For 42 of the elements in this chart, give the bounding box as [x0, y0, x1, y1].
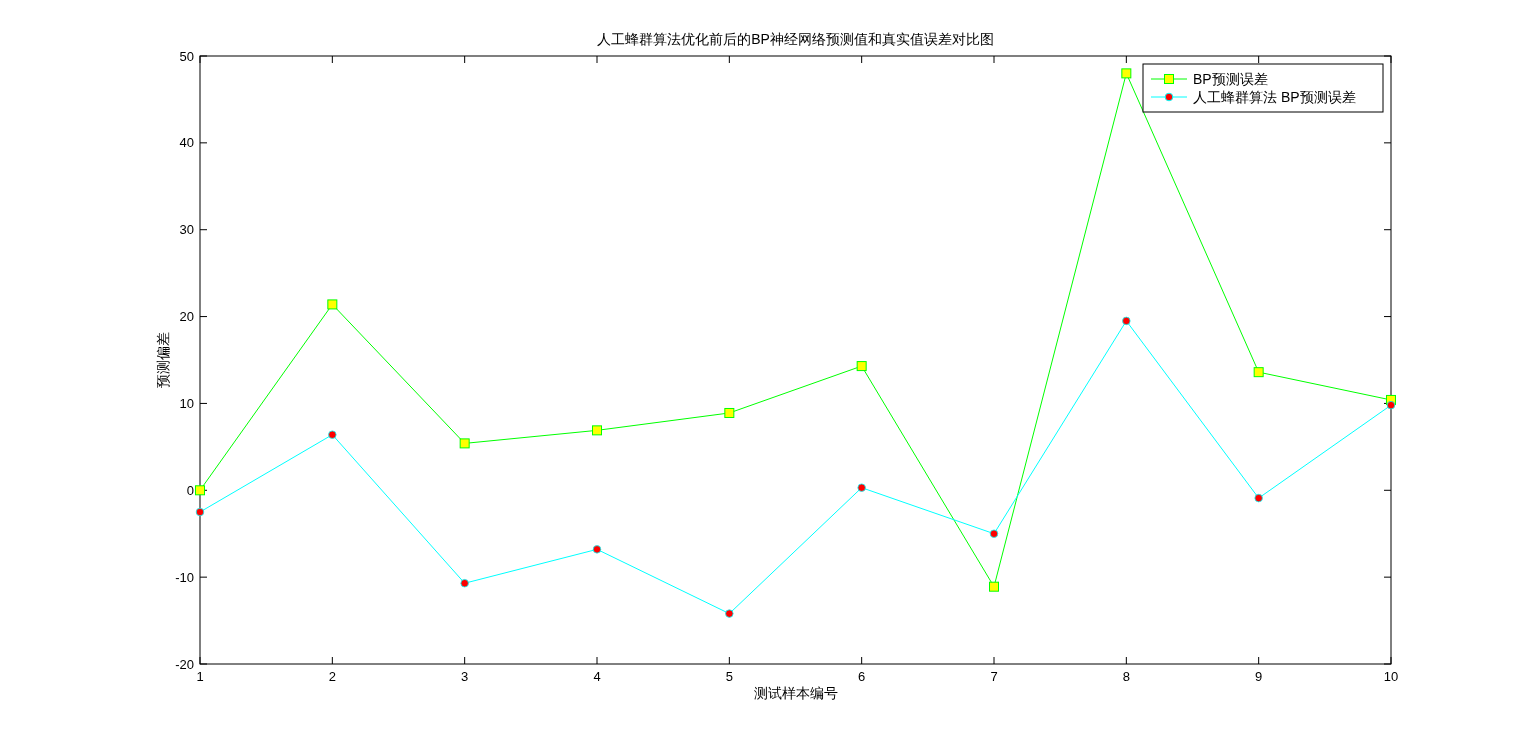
x-tick-label: 6: [858, 669, 866, 684]
point: [1121, 68, 1132, 79]
y-tick-label: -20: [175, 656, 194, 672]
point: [328, 430, 337, 439]
point: [592, 425, 602, 436]
point: [1386, 400, 1396, 410]
x-tick-label: 7: [990, 669, 998, 684]
x-tick-label: 5: [725, 669, 733, 684]
point: [1254, 493, 1263, 503]
point: [725, 609, 734, 618]
x-tick-label: 9: [1255, 669, 1263, 684]
y-tick-label: -10: [175, 569, 194, 585]
point: [460, 579, 469, 588]
y-tick-label: 30: [179, 222, 194, 238]
legend-label: BP预测误差: [1193, 71, 1268, 87]
x-tick-label: 2: [328, 669, 336, 684]
x-tick-label: 10: [1383, 669, 1399, 684]
y-tick-label: 20: [179, 309, 194, 325]
point: [1253, 367, 1264, 378]
x-tick-label: 4: [593, 669, 601, 684]
point: [592, 545, 602, 554]
point: [856, 361, 867, 372]
x-tick-label: 8: [1122, 669, 1130, 684]
point: [1122, 316, 1131, 326]
x-axis-title: 测试样本编号: [753, 685, 838, 701]
y-tick-label: 10: [179, 395, 194, 411]
point: [327, 299, 338, 310]
x-tick-label: 3: [461, 669, 469, 684]
x-tick-label: 1: [196, 669, 204, 684]
y-axis-title: 预测偏差: [155, 332, 171, 388]
y-tick-label: 0: [186, 482, 194, 498]
point: [989, 581, 999, 592]
point: [195, 507, 205, 517]
point: [857, 483, 866, 492]
point: [989, 529, 999, 538]
y-tick-label: 50: [179, 48, 194, 64]
chart-title: 人工蜂群算法优化前后的BP神经网络预测值和真实值误差对比图: [597, 31, 994, 47]
point: [195, 485, 205, 496]
y-tick-label: 40: [179, 135, 194, 151]
legend-label: 人工蜂群算法 BP预测误差: [1193, 89, 1356, 105]
point: [459, 438, 470, 449]
point: [724, 407, 735, 418]
